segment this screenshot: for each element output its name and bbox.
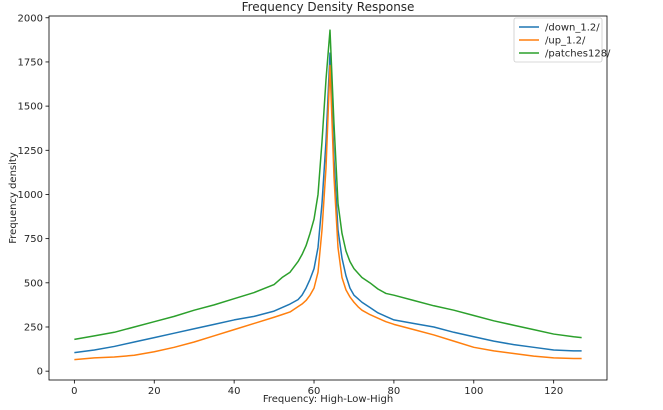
x-tick-label: 80: [388, 386, 401, 397]
y-tick-label: 250: [24, 322, 43, 333]
y-tick-label: 1750: [18, 57, 43, 68]
x-axis-label: Frequency: High-Low-High: [263, 394, 393, 405]
chart-title: Frequency Density Response: [242, 0, 415, 14]
y-tick-label: 1500: [18, 102, 43, 113]
y-tick-label: 500: [24, 278, 43, 289]
series-line-3: [74, 29, 582, 341]
x-axis: 0 20 40 60 80 100 120: [71, 380, 563, 397]
x-tick-label: 0: [71, 386, 77, 397]
series-line-2: [74, 64, 582, 361]
x-tick-label: 60: [308, 386, 321, 397]
x-tick-label: 20: [148, 386, 161, 397]
legend: /down_1.2/ /up_1.2/ /patches128/: [513, 17, 611, 63]
legend-label: /down_1.2/: [545, 23, 600, 34]
x-tick-label: 40: [228, 386, 241, 397]
y-tick-label: 1250: [18, 146, 43, 157]
y-tick-label: 0: [37, 367, 43, 378]
y-tick-label: 2000: [18, 13, 43, 24]
y-tick-label: 750: [24, 234, 43, 245]
y-axis-label: Frequency density: [8, 152, 19, 244]
plot-area: [48, 15, 608, 381]
legend-label: /up_1.2/: [545, 36, 586, 47]
x-tick-label: 100: [464, 386, 483, 397]
series-group: [74, 29, 582, 361]
x-tick-label: 120: [544, 386, 563, 397]
y-tick-label: 1000: [18, 190, 43, 201]
legend-box: [513, 17, 603, 63]
legend-label: /patches128/: [545, 49, 611, 60]
y-axis: 0 250 500 750 1000 1250 1500 1750 2000: [18, 13, 49, 378]
